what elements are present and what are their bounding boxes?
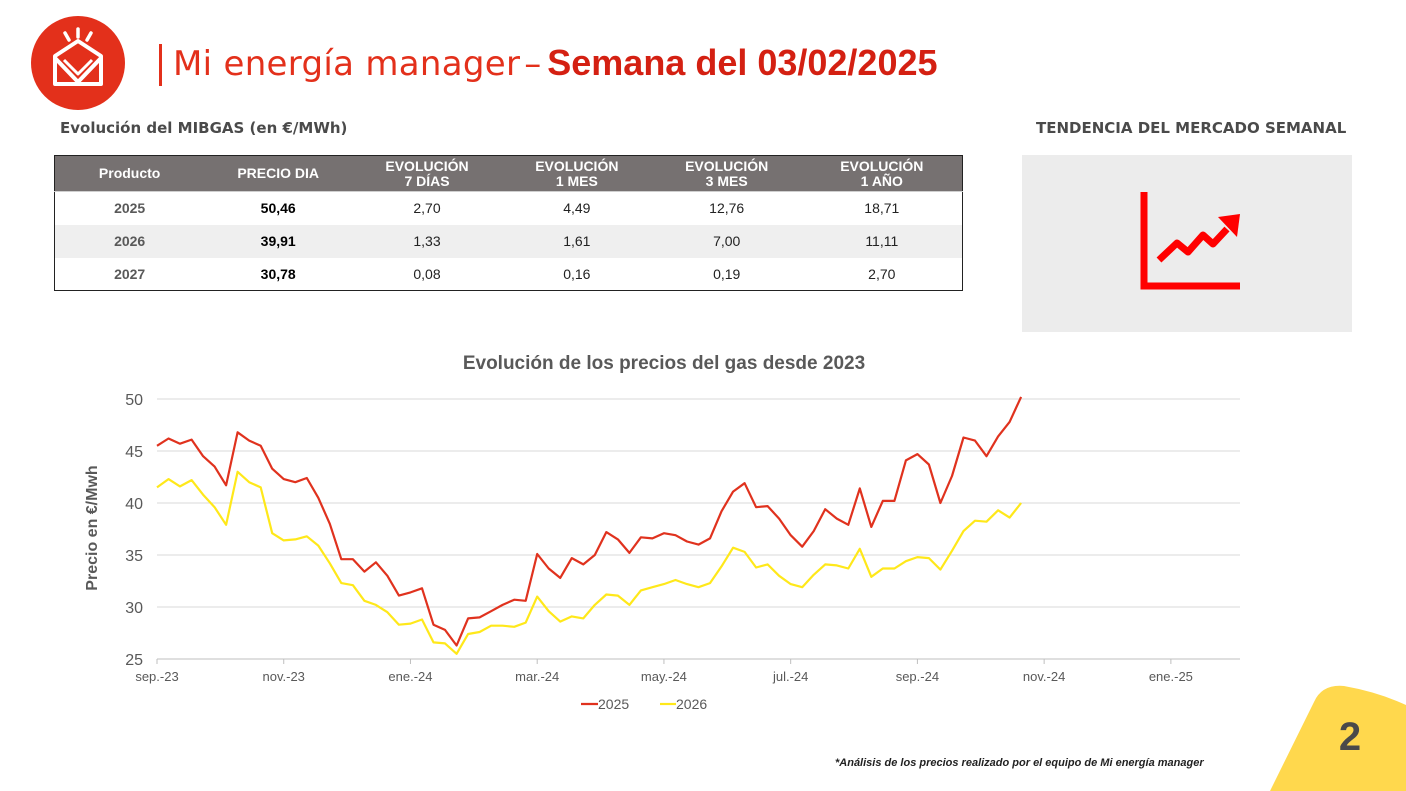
- title-dash: –: [524, 44, 542, 84]
- table-row: 2025 50,46 2,70 4,49 12,76 18,71: [54, 191, 963, 225]
- cell-producto: 2026: [54, 224, 205, 258]
- x-tick-label: mar.-24: [515, 669, 559, 684]
- chart-legend: 2025 2026: [581, 696, 707, 712]
- trend-up-chart-icon: [1140, 192, 1240, 290]
- cell-evol-3m: 0,19: [713, 265, 741, 282]
- page-title: Mi energía manager – Semana del 03/02/2025: [173, 41, 938, 86]
- y-tick-label: 30: [125, 600, 143, 617]
- x-tick-label: sep.-24: [896, 669, 939, 684]
- cell-evol-1m: 4,49: [501, 191, 652, 225]
- cell-producto: 2027: [114, 265, 146, 282]
- cell-precio: 30,78: [260, 265, 296, 282]
- y-tick-label: 50: [125, 392, 143, 409]
- col-header-precio-dia: PRECIO DIA: [204, 155, 353, 192]
- title-brand: Mi energía manager: [173, 44, 521, 84]
- series-line-2025: [156, 396, 1023, 647]
- title-week: Semana del 03/02/2025: [547, 42, 938, 83]
- mibgas-table: Producto PRECIO DIA EVOLUCIÓN 7 DÍAS EVOL…: [54, 155, 963, 291]
- footnote: *Análisis de los precios realizado por e…: [835, 757, 1204, 769]
- cell-evol-7d: 2,70: [352, 191, 502, 225]
- y-tick-label: 40: [125, 496, 143, 513]
- table-row: 2027 30,78 0,08 0,16 0,19 2,70: [55, 258, 963, 291]
- brand-logo: [31, 16, 125, 110]
- cell-evol-1y: 18,71: [801, 191, 963, 225]
- legend-label-2026: 2026: [676, 696, 707, 712]
- cell-evol-1y: 2,70: [868, 265, 896, 282]
- cell-evol-1m: 0,16: [563, 265, 591, 282]
- x-tick-label: nov.-24: [1023, 669, 1065, 684]
- y-tick-label: 35: [125, 548, 143, 565]
- x-tick-label: may.-24: [641, 669, 687, 684]
- cell-evol-3m: 7,00: [651, 224, 802, 258]
- envelope-sparkle-icon: [53, 27, 103, 86]
- series-line-2026: [156, 470, 1022, 655]
- x-tick-label: jul.-24: [772, 669, 808, 684]
- cell-evol-7d: 0,08: [413, 265, 441, 282]
- y-axis-label: Precio en €/Mwh: [84, 465, 101, 590]
- page-corner-decoration: [1270, 685, 1406, 791]
- cell-evol-1y: 11,11: [801, 224, 963, 258]
- col-header-evol-7d: EVOLUCIÓN 7 DÍAS: [352, 155, 502, 192]
- x-tick-label: sep.-23: [135, 669, 178, 684]
- table-row: 2026 39,91 1,33 1,61 7,00 11,11: [54, 224, 963, 258]
- cell-precio: 50,46: [204, 191, 353, 225]
- col-header-evol-3m: EVOLUCIÓN 3 MES: [651, 155, 802, 192]
- col-header-producto: Producto: [54, 155, 205, 192]
- title-divider: [159, 44, 162, 86]
- x-tick-label: ene.-25: [1149, 669, 1193, 684]
- trend-panel: [1022, 155, 1352, 332]
- col-header-evol-1y: EVOLUCIÓN 1 AÑO: [801, 155, 963, 192]
- cell-evol-7d: 1,33: [352, 224, 502, 258]
- gas-price-chart: Evolución de los precios del gas desde 2…: [70, 342, 1260, 722]
- legend-label-2025: 2025: [598, 696, 629, 712]
- page-number: 2: [1338, 715, 1362, 759]
- table-title: Evolución del MIBGAS (en €/MWh): [60, 119, 348, 137]
- x-tick-label: ene.-24: [388, 669, 432, 684]
- cell-evol-1m: 1,61: [501, 224, 652, 258]
- y-tick-label: 25: [125, 652, 143, 669]
- chart-title: Evolución de los precios del gas desde 2…: [463, 353, 865, 374]
- trend-title: TENDENCIA DEL MERCADO SEMANAL: [1036, 119, 1347, 137]
- table-header-row: Producto PRECIO DIA EVOLUCIÓN 7 DÍAS EVOL…: [54, 155, 963, 192]
- cell-precio: 39,91: [204, 224, 353, 258]
- col-header-evol-1m: EVOLUCIÓN 1 MES: [501, 155, 652, 192]
- cell-producto: 2025: [54, 191, 205, 225]
- x-tick-label: nov.-23: [263, 669, 305, 684]
- y-tick-label: 45: [125, 444, 143, 461]
- line-chart: Evolución de los precios del gas desde 2…: [84, 353, 1240, 712]
- cell-evol-3m: 12,76: [651, 191, 802, 225]
